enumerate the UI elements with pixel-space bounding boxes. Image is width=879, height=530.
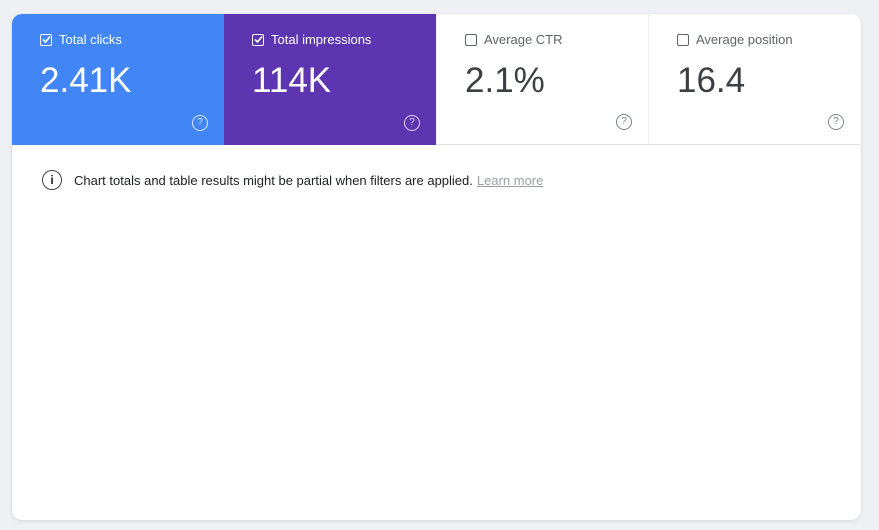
metric-label: Average CTR — [484, 32, 563, 47]
metric-label-row: ClicksImpressions0408012001.5K3K4.5K Tota… — [40, 32, 224, 47]
checkbox[interactable] — [677, 33, 689, 46]
metric-label-row: Total impressions — [252, 32, 436, 47]
metric-value: 2.1% — [465, 61, 545, 100]
metric-value: 16.4 — [677, 61, 746, 100]
chart — [12, 14, 861, 520]
notice-text: Chart totals and table results might be … — [74, 173, 543, 188]
help-icon[interactable]: ? — [616, 114, 632, 130]
checkbox[interactable] — [252, 33, 264, 46]
checkbox[interactable]: ClicksImpressions0408012001.5K3K4.5K — [40, 33, 52, 46]
check-mark: ClicksImpressions0408012001.5K3K4.5K — [41, 35, 51, 44]
help-icon[interactable]: ? — [404, 115, 420, 131]
info-icon: i — [42, 170, 62, 190]
help-icon[interactable]: ? — [192, 115, 208, 131]
checkbox[interactable] — [465, 33, 477, 46]
check-mark — [253, 35, 263, 44]
metric-label-row: Average CTR — [465, 32, 648, 47]
metric-tile[interactable]: Average CTR 2.1%? — [436, 14, 648, 145]
metric-label: Total clicks — [59, 32, 122, 47]
metric-label: Average position — [696, 32, 793, 47]
learn-more-link[interactable]: Learn more — [476, 172, 544, 188]
metric-value: 2.41K — [40, 61, 132, 100]
metric-tile[interactable]: Average position 16.4? — [648, 14, 860, 145]
notice-message: Chart totals and table results might be … — [74, 172, 473, 188]
metric-label: Total impressions — [271, 32, 372, 47]
performance-card: ClicksImpressions0408012001.5K3K4.5K Tota… — [12, 14, 861, 520]
notice: i Chart totals and table results might b… — [42, 170, 543, 190]
metric-label-row: Average position — [677, 32, 860, 47]
metric-tile[interactable]: ClicksImpressions0408012001.5K3K4.5K Tota… — [12, 14, 224, 145]
help-icon[interactable]: ? — [828, 114, 844, 130]
metric-value: 114K — [252, 61, 332, 100]
metric-tile[interactable]: Total impressions 114K? — [224, 14, 436, 145]
